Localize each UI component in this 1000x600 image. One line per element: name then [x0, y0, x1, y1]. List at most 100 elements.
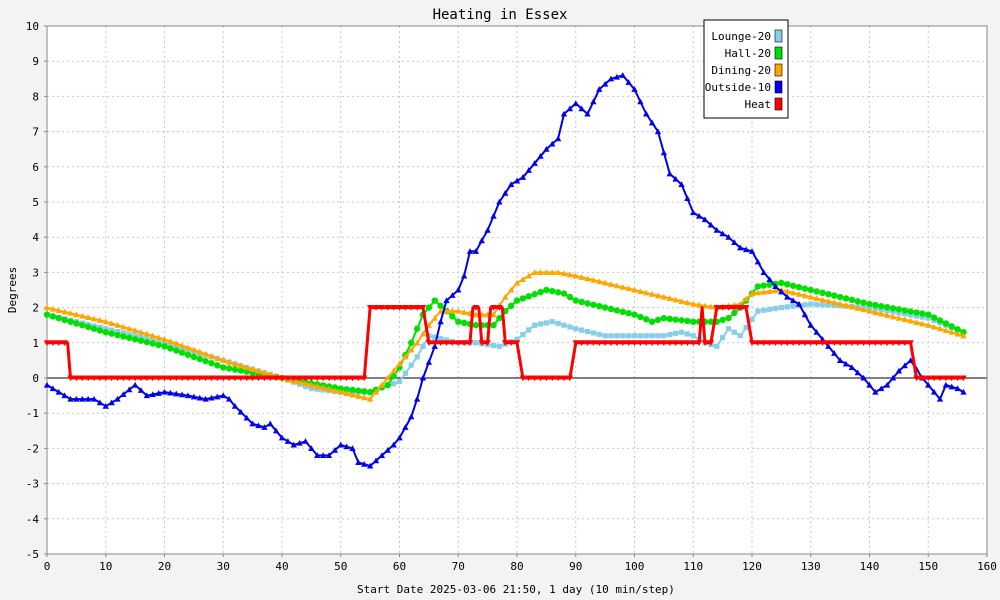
- data-point-outside-10: [155, 390, 162, 396]
- data-point-lounge-20: [825, 302, 831, 308]
- data-point-outside-10: [537, 153, 544, 159]
- data-point-heat: [813, 340, 820, 346]
- data-point-dining-20: [883, 312, 891, 318]
- data-point-dining-20: [625, 285, 632, 292]
- data-point-lounge-20: [819, 302, 826, 308]
- data-point-heat: [120, 375, 127, 382]
- data-point-outside-10: [408, 413, 415, 420]
- data-point-lounge-20: [720, 334, 726, 341]
- x-tick-label: 100: [625, 560, 645, 573]
- x-tick-label: 10: [99, 560, 112, 573]
- data-point-heat: [643, 340, 650, 346]
- data-point-heat: [883, 340, 891, 346]
- data-point-hall-20: [366, 388, 374, 396]
- data-point-outside-10: [402, 424, 409, 430]
- data-point-heat: [443, 340, 450, 346]
- data-point-hall-20: [67, 318, 74, 325]
- data-point-lounge-20: [537, 321, 544, 327]
- data-point-lounge-20: [802, 302, 808, 308]
- data-point-hall-20: [566, 293, 574, 301]
- y-tick-label: 3: [32, 266, 39, 279]
- data-point-outside-10: [61, 392, 68, 399]
- data-point-lounge-20: [831, 302, 837, 309]
- data-point-dining-20: [654, 292, 662, 299]
- data-point-lounge-20: [584, 328, 591, 335]
- data-point-heat: [196, 375, 203, 382]
- data-point-dining-20: [214, 355, 221, 361]
- data-point-heat: [672, 340, 679, 346]
- data-point-outside-10: [731, 239, 738, 246]
- data-point-heat: [936, 375, 944, 382]
- data-point-hall-20: [49, 313, 57, 320]
- data-point-heat: [84, 375, 92, 382]
- data-point-heat: [613, 340, 621, 346]
- data-point-heat: [866, 340, 873, 346]
- data-point-lounge-20: [631, 333, 638, 339]
- data-point-outside-10: [848, 364, 856, 370]
- data-point-dining-20: [866, 307, 873, 314]
- data-point-outside-10: [255, 422, 262, 429]
- data-point-outside-10: [778, 288, 785, 295]
- data-point-outside-10: [149, 391, 156, 397]
- data-point-heat: [789, 340, 797, 346]
- data-point-hall-20: [778, 279, 785, 287]
- data-point-hall-20: [572, 297, 579, 304]
- data-point-outside-10: [519, 174, 527, 180]
- data-point-hall-20: [425, 304, 433, 311]
- data-point-dining-20: [90, 315, 98, 322]
- data-point-outside-10: [613, 73, 621, 80]
- legend-box: [703, 19, 789, 119]
- data-point-outside-10: [760, 269, 767, 275]
- data-point-hall-20: [408, 339, 415, 346]
- data-point-dining-20: [643, 289, 650, 296]
- data-point-dining-20: [954, 330, 961, 337]
- x-tick-label: 0: [44, 560, 51, 573]
- data-point-heat: [836, 340, 844, 346]
- data-point-hall-20: [96, 327, 104, 334]
- data-point-lounge-20: [432, 334, 438, 340]
- data-point-lounge-20: [690, 333, 696, 339]
- data-point-outside-10: [772, 283, 779, 290]
- data-point-outside-10: [390, 441, 397, 448]
- data-point-hall-20: [149, 340, 156, 347]
- data-point-dining-20: [695, 301, 703, 308]
- data-point-dining-20: [61, 308, 68, 315]
- data-point-heat: [384, 305, 391, 311]
- data-point-hall-20: [795, 283, 803, 291]
- data-point-dining-20: [795, 291, 803, 297]
- data-point-heat: [108, 375, 115, 382]
- data-point-heat: [825, 340, 832, 346]
- data-point-outside-10: [713, 226, 720, 233]
- data-point-dining-20: [331, 387, 339, 394]
- y-tick-label: 2: [32, 302, 39, 315]
- data-point-outside-10: [701, 216, 709, 223]
- data-point-heat: [742, 305, 750, 311]
- data-point-dining-20: [208, 352, 215, 359]
- data-point-heat: [731, 305, 738, 311]
- data-point-heat: [960, 375, 967, 382]
- plot-background: [47, 26, 987, 554]
- data-point-lounge-20: [567, 324, 573, 330]
- data-point-dining-20: [249, 366, 256, 372]
- data-point-dining-20: [178, 342, 186, 349]
- data-point-heat: [361, 375, 368, 382]
- data-point-heat: [267, 375, 274, 382]
- data-point-dining-20: [173, 340, 180, 347]
- data-point-outside-10: [96, 399, 104, 406]
- data-point-lounge-20: [761, 307, 767, 313]
- data-point-outside-10: [131, 381, 139, 388]
- data-point-heat: [343, 375, 350, 382]
- data-point-outside-10: [566, 105, 574, 112]
- y-tick-label: -3: [26, 478, 39, 491]
- data-point-lounge-20: [314, 386, 320, 392]
- data-point-lounge-20: [150, 337, 156, 343]
- data-point-outside-10: [484, 226, 491, 233]
- data-point-lounge-20: [120, 330, 126, 336]
- data-point-hall-20: [431, 297, 438, 304]
- legend-label-lounge-20: Lounge-20: [711, 30, 771, 43]
- data-point-dining-20: [919, 320, 926, 327]
- data-point-dining-20: [319, 384, 327, 391]
- data-point-heat: [372, 305, 380, 311]
- data-point-lounge-20: [414, 354, 420, 360]
- data-point-heat: [408, 305, 415, 311]
